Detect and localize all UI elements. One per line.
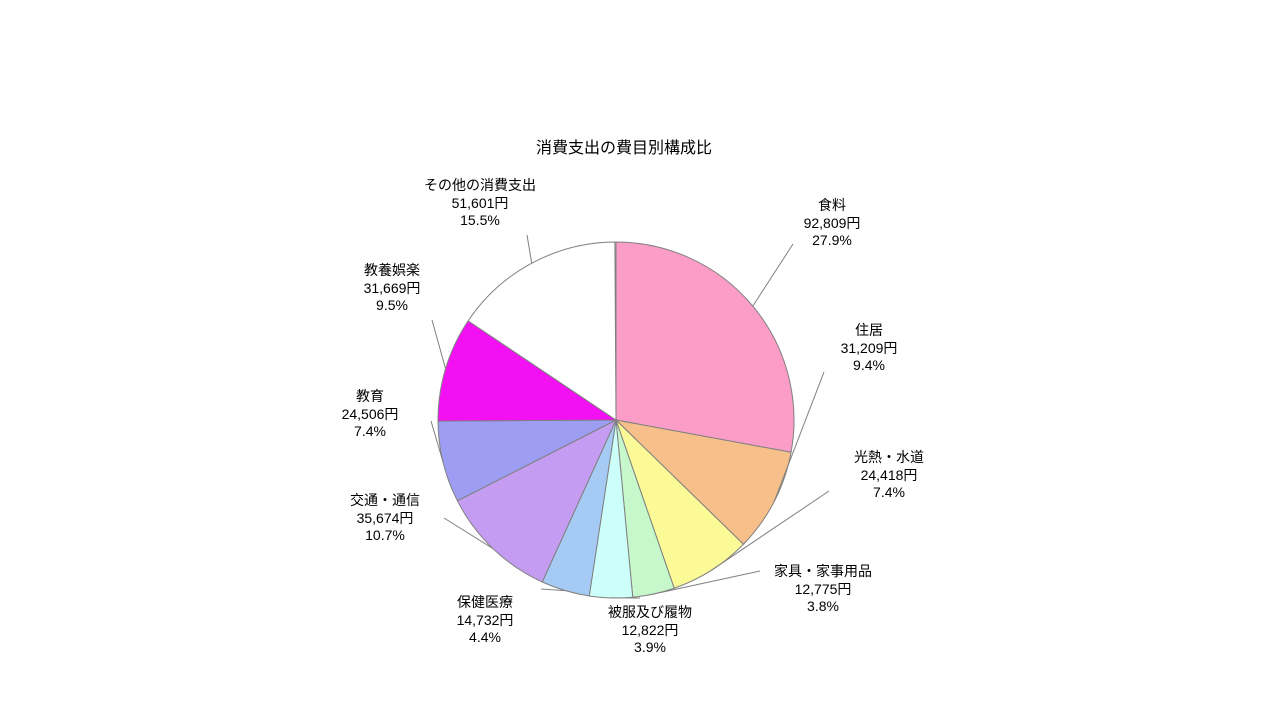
slice-percent: 7.4% [854, 484, 924, 502]
slice-amount: 35,674円 [350, 509, 420, 527]
slice-percent: 3.8% [774, 598, 872, 616]
slice-amount: 51,601円 [424, 194, 536, 212]
slice-percent: 7.4% [342, 423, 399, 441]
slice-amount: 24,506円 [342, 405, 399, 423]
slice-percent: 27.9% [804, 232, 861, 250]
slice-label: 被服及び履物12,822円3.9% [608, 604, 692, 657]
slice-name: 家具・家事用品 [774, 563, 872, 581]
slice-label: 教育24,506円7.4% [342, 388, 399, 441]
slice-percent: 3.9% [608, 639, 692, 657]
slice-label: 保健医療14,732円4.4% [457, 594, 514, 647]
slice-percent: 4.4% [457, 629, 514, 647]
slice-name: 教育 [342, 388, 399, 406]
leader-line [432, 320, 446, 369]
chart-title: 消費支出の費目別構成比 [536, 134, 712, 158]
slice-name: 保健医療 [457, 594, 514, 612]
pie-chart: 消費支出の費目別構成比 食料92,809円27.9% 住居31,209円9.4% 光… [0, 0, 1280, 720]
slice-percent: 10.7% [350, 527, 420, 545]
slice-name: 住居 [841, 322, 898, 340]
slice-label: 光熱・水道24,418円7.4% [854, 449, 924, 502]
slice-amount: 12,822円 [608, 621, 692, 639]
slice-label: 家具・家事用品12,775円3.8% [774, 563, 872, 616]
slice-percent: 15.5% [424, 212, 536, 230]
slice-amount: 24,418円 [854, 466, 924, 484]
slice-label: 教養娯楽31,669円9.5% [364, 262, 421, 315]
slice-amount: 92,809円 [804, 214, 861, 232]
slice-label: 食料92,809円27.9% [804, 197, 861, 250]
slice-amount: 12,775円 [774, 580, 872, 598]
slice-amount: 31,669円 [364, 279, 421, 297]
slice-percent: 9.5% [364, 297, 421, 315]
slice-name: その他の消費支出 [424, 177, 536, 195]
pie-slice [616, 242, 794, 452]
slice-label: 交通・通信35,674円10.7% [350, 492, 420, 545]
slice-amount: 14,732円 [457, 611, 514, 629]
slice-name: 被服及び履物 [608, 604, 692, 622]
leader-line [527, 235, 532, 263]
slice-name: 食料 [804, 197, 861, 215]
slice-name: 光熱・水道 [854, 449, 924, 467]
slice-name: 交通・通信 [350, 492, 420, 510]
slice-percent: 9.4% [841, 357, 898, 375]
slice-amount: 31,209円 [841, 339, 898, 357]
slice-label: その他の消費支出51,601円15.5% [424, 177, 536, 230]
leader-line [753, 244, 793, 306]
slice-label: 住居31,209円9.4% [841, 322, 898, 375]
slice-name: 教養娯楽 [364, 262, 421, 280]
